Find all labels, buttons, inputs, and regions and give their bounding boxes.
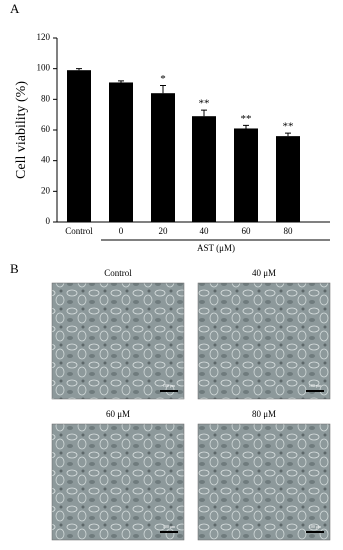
panel-label: A (10, 1, 20, 16)
y-tick-label: 20 (41, 185, 51, 195)
x-tick-label: Control (65, 226, 93, 236)
significance-label: ** (199, 98, 210, 110)
micrograph (51, 282, 185, 400)
x-tick-label: 80 (284, 226, 294, 236)
significance-label: ** (283, 121, 294, 133)
micrograph (197, 423, 331, 541)
image-caption: 40 μM (252, 268, 276, 278)
y-tick-label: 80 (41, 93, 51, 103)
bar (109, 82, 133, 222)
error-bar (76, 68, 82, 71)
bar (234, 128, 258, 222)
bar (192, 116, 216, 222)
panel-label: B (10, 261, 19, 276)
significance-label: ** (241, 113, 252, 125)
scale-bar-label: 100 μm (309, 524, 322, 529)
bar (67, 70, 91, 222)
bar (151, 93, 175, 222)
image-caption: 60 μM (106, 409, 130, 419)
x-tick-label: 20 (159, 226, 169, 236)
error-bar (201, 109, 207, 117)
micrograph (51, 423, 185, 541)
y-tick-label: 40 (41, 155, 51, 165)
x-tick-label: 60 (242, 226, 252, 236)
y-tick-label: 60 (41, 124, 51, 134)
group-label: AST (μM) (197, 243, 235, 253)
error-bar (243, 124, 249, 129)
image-caption: 80 μM (252, 409, 276, 419)
scale-bar-label: 100 μm (163, 524, 176, 529)
bar (276, 136, 300, 222)
y-tick-label: 0 (46, 216, 51, 226)
y-tick-label: 120 (37, 32, 51, 42)
x-tick-label: 40 (200, 226, 210, 236)
scale-bar-label: 100 μm (309, 383, 322, 388)
error-bar (160, 85, 166, 94)
error-bar (118, 80, 124, 83)
y-tick-label: 100 (37, 63, 51, 73)
micrograph (197, 282, 331, 400)
x-tick-label: 0 (119, 226, 124, 236)
significance-label: * (160, 73, 166, 85)
y-axis-label: Cell viability (%) (14, 81, 29, 179)
image-caption: Control (104, 268, 132, 278)
scale-bar-label: 100 μm (163, 383, 176, 388)
error-bar (285, 132, 291, 137)
